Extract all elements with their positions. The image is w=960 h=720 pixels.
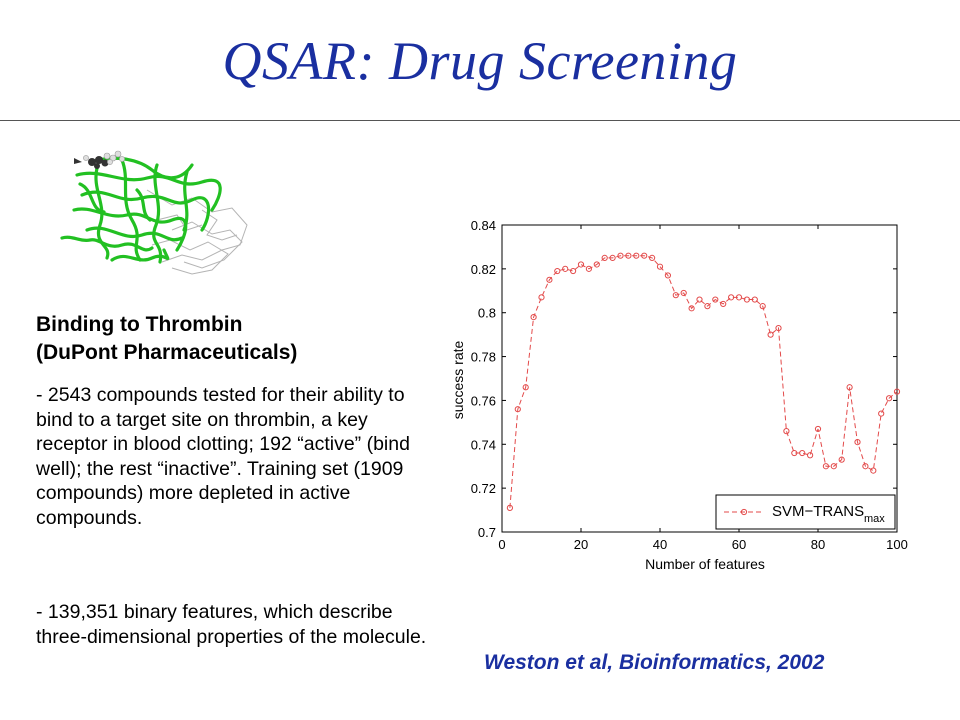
data-point xyxy=(783,428,790,435)
chart-legend: SVM−TRANS max xyxy=(715,494,896,530)
data-point xyxy=(720,300,727,308)
data-point xyxy=(633,252,640,259)
x-tick-label: 100 xyxy=(886,537,908,552)
x-axis-label: Number of features xyxy=(600,556,810,572)
title-divider xyxy=(0,120,960,121)
data-point xyxy=(522,384,529,391)
data-point xyxy=(775,324,782,332)
data-point xyxy=(759,303,766,310)
data-point xyxy=(838,456,845,463)
data-point xyxy=(751,296,758,303)
protein-structure-image xyxy=(60,150,248,275)
data-point xyxy=(656,263,664,270)
data-point xyxy=(814,425,822,433)
series-line xyxy=(509,255,898,508)
data-point xyxy=(870,467,877,474)
data-point xyxy=(617,252,624,259)
data-point xyxy=(585,265,592,272)
plot-frame xyxy=(501,224,898,533)
legend-marker xyxy=(740,508,748,516)
data-point xyxy=(672,292,679,299)
data-point xyxy=(570,267,577,275)
data-point xyxy=(822,463,829,470)
data-point xyxy=(791,449,798,457)
bullet-features: - 139,351 binary features, which describ… xyxy=(36,601,427,648)
chart-axes xyxy=(501,224,898,533)
data-point xyxy=(530,314,537,321)
y-tick-label: 0.78 xyxy=(471,350,496,365)
y-tick-label: 0.74 xyxy=(471,437,496,452)
data-point xyxy=(743,296,750,303)
x-tick-label: 80 xyxy=(811,537,825,552)
legend-box xyxy=(715,494,896,530)
data-point xyxy=(696,296,703,303)
data-point xyxy=(641,252,648,259)
bullet-compounds: - 2543 compounds tested for their abilit… xyxy=(36,384,410,529)
x-tick-label: 60 xyxy=(732,537,746,552)
chart-series xyxy=(506,252,901,511)
data-point xyxy=(538,294,545,301)
y-tick-label: 0.84 xyxy=(471,218,496,233)
data-point xyxy=(893,388,901,395)
legend-subscript: max xyxy=(864,513,885,525)
data-point xyxy=(554,267,561,275)
data-point xyxy=(846,384,853,391)
data-point xyxy=(601,254,608,261)
data-point xyxy=(577,261,585,268)
heading-line-2: (DuPont Pharmaceuticals) xyxy=(36,341,298,364)
data-point xyxy=(807,452,814,459)
data-point xyxy=(680,289,687,297)
data-point xyxy=(514,406,521,413)
y-tick-label: 0.72 xyxy=(471,481,496,496)
data-point xyxy=(728,294,735,301)
data-point xyxy=(735,294,743,301)
data-point xyxy=(593,261,600,268)
data-point xyxy=(854,438,861,446)
y-tick-label: 0.7 xyxy=(478,525,496,540)
data-point xyxy=(799,449,806,457)
slide-title: QSAR: Drug Screening xyxy=(222,31,738,91)
data-point xyxy=(767,331,774,338)
y-axis-label: success rate xyxy=(450,340,466,419)
x-tick-label: 0 xyxy=(498,537,505,552)
data-point xyxy=(609,254,616,261)
citation: Weston et al, Bioinformatics, 2002 xyxy=(484,651,825,674)
data-point xyxy=(546,276,553,283)
data-point xyxy=(878,410,885,417)
data-point xyxy=(830,463,837,470)
section-heading: Binding to Thrombin (DuPont Pharmaceutic… xyxy=(36,311,436,367)
y-tick-label: 0.76 xyxy=(471,393,496,408)
y-tick-label: 0.82 xyxy=(471,262,496,277)
data-point xyxy=(712,296,719,303)
data-point xyxy=(688,305,695,312)
data-point xyxy=(886,395,893,402)
data-point xyxy=(506,504,514,511)
y-tick-label: 0.8 xyxy=(478,306,496,321)
data-point xyxy=(625,252,632,259)
x-tick-label: 20 xyxy=(574,537,588,552)
success-rate-chart: 0 20 40 60 80 100 0.7 0.72 0.74 0.76 0.78 0.8 0.82 0.… xyxy=(450,218,908,552)
heading-line-1: Binding to Thrombin xyxy=(36,313,243,336)
data-point xyxy=(704,303,711,310)
legend-label: SVM−TRANS xyxy=(772,503,864,520)
chart-ticks: 0 20 40 60 80 100 0.7 0.72 0.74 0.76 0.78 0.8 0.82 0.… xyxy=(471,218,908,552)
data-point xyxy=(562,265,569,272)
x-tick-label: 40 xyxy=(653,537,667,552)
data-point xyxy=(862,463,869,470)
data-point xyxy=(649,254,656,261)
data-point xyxy=(664,272,671,279)
